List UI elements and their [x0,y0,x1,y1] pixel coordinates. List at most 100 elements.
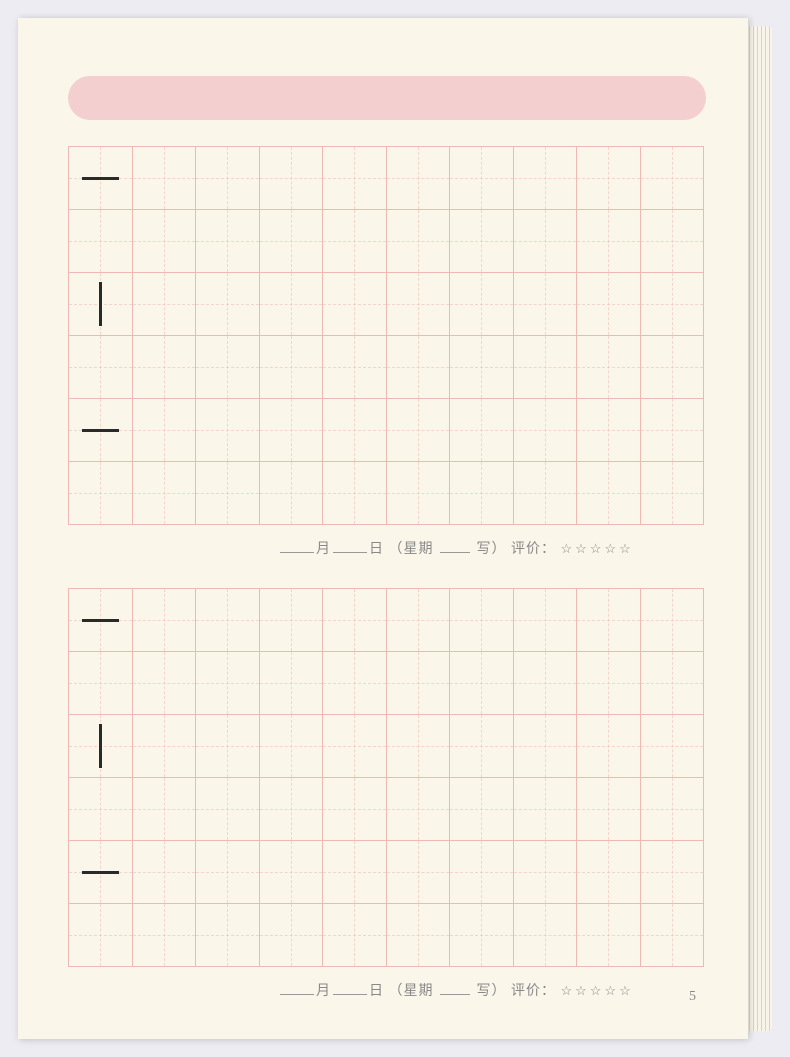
grid-cell[interactable] [69,273,133,336]
weekday-blank[interactable] [440,981,470,995]
grid-cell[interactable] [513,841,577,904]
grid-cell[interactable] [386,904,450,967]
weekday-blank[interactable] [440,539,470,553]
grid-cell[interactable] [513,462,577,525]
grid-cell[interactable] [450,904,514,967]
grid-cell[interactable] [69,147,133,210]
grid-cell[interactable] [132,589,196,652]
grid-cell[interactable] [132,273,196,336]
grid-cell[interactable] [323,715,387,778]
grid-cell[interactable] [259,462,323,525]
grid-cell[interactable] [640,778,704,841]
grid-cell[interactable] [577,778,641,841]
grid-cell[interactable] [323,210,387,273]
grid-cell[interactable] [577,652,641,715]
grid-cell[interactable] [386,273,450,336]
grid-cell[interactable] [450,652,514,715]
grid-cell[interactable] [386,210,450,273]
rating-stars[interactable]: ☆☆☆☆☆ [561,541,634,556]
grid-cell[interactable] [69,336,133,399]
grid-cell[interactable] [450,147,514,210]
grid-cell[interactable] [69,904,133,967]
grid-cell[interactable] [323,399,387,462]
grid-cell[interactable] [450,841,514,904]
grid-cell[interactable] [640,841,704,904]
grid-cell[interactable] [132,841,196,904]
grid-cell[interactable] [259,715,323,778]
grid-cell[interactable] [577,210,641,273]
grid-cell[interactable] [259,399,323,462]
grid-cell[interactable] [513,715,577,778]
grid-cell[interactable] [69,210,133,273]
grid-cell[interactable] [386,778,450,841]
grid-cell[interactable] [196,462,260,525]
grid-cell[interactable] [132,715,196,778]
grid-cell[interactable] [196,336,260,399]
grid-cell[interactable] [450,336,514,399]
grid-cell[interactable] [386,462,450,525]
grid-cell[interactable] [450,462,514,525]
grid-cell[interactable] [450,715,514,778]
grid-cell[interactable] [196,778,260,841]
grid-cell[interactable] [196,589,260,652]
grid-cell[interactable] [640,652,704,715]
grid-cell[interactable] [513,210,577,273]
day-blank[interactable] [333,539,367,553]
grid-cell[interactable] [196,841,260,904]
grid-cell[interactable] [69,841,133,904]
grid-cell[interactable] [196,715,260,778]
grid-cell[interactable] [132,652,196,715]
grid-cell[interactable] [259,778,323,841]
grid-cell[interactable] [69,589,133,652]
grid-cell[interactable] [513,904,577,967]
grid-cell[interactable] [513,273,577,336]
grid-cell[interactable] [323,462,387,525]
grid-cell[interactable] [132,147,196,210]
grid-cell[interactable] [450,273,514,336]
grid-cell[interactable] [69,399,133,462]
grid-cell[interactable] [513,778,577,841]
grid-cell[interactable] [640,210,704,273]
grid-cell[interactable] [132,210,196,273]
grid-cell[interactable] [259,841,323,904]
grid-cell[interactable] [640,336,704,399]
grid-cell[interactable] [386,399,450,462]
grid-cell[interactable] [69,462,133,525]
grid-cell[interactable] [386,841,450,904]
grid-cell[interactable] [577,589,641,652]
grid-cell[interactable] [132,399,196,462]
grid-cell[interactable] [640,273,704,336]
grid-cell[interactable] [513,147,577,210]
grid-cell[interactable] [323,273,387,336]
grid-cell[interactable] [577,273,641,336]
grid-cell[interactable] [577,147,641,210]
grid-cell[interactable] [640,462,704,525]
month-blank[interactable] [280,539,314,553]
grid-cell[interactable] [323,904,387,967]
grid-cell[interactable] [577,841,641,904]
grid-cell[interactable] [323,778,387,841]
grid-cell[interactable] [513,336,577,399]
month-blank[interactable] [280,981,314,995]
grid-cell[interactable] [386,336,450,399]
grid-cell[interactable] [513,652,577,715]
grid-cell[interactable] [640,147,704,210]
grid-cell[interactable] [386,652,450,715]
grid-cell[interactable] [513,399,577,462]
grid-cell[interactable] [196,273,260,336]
grid-cell[interactable] [323,336,387,399]
grid-cell[interactable] [323,652,387,715]
grid-cell[interactable] [196,904,260,967]
grid-cell[interactable] [640,589,704,652]
grid-cell[interactable] [132,778,196,841]
grid-cell[interactable] [577,715,641,778]
grid-cell[interactable] [450,210,514,273]
grid-cell[interactable] [196,210,260,273]
grid-cell[interactable] [132,904,196,967]
grid-cell[interactable] [323,589,387,652]
grid-cell[interactable] [259,147,323,210]
grid-cell[interactable] [323,147,387,210]
grid-cell[interactable] [640,904,704,967]
day-blank[interactable] [333,981,367,995]
grid-cell[interactable] [513,589,577,652]
